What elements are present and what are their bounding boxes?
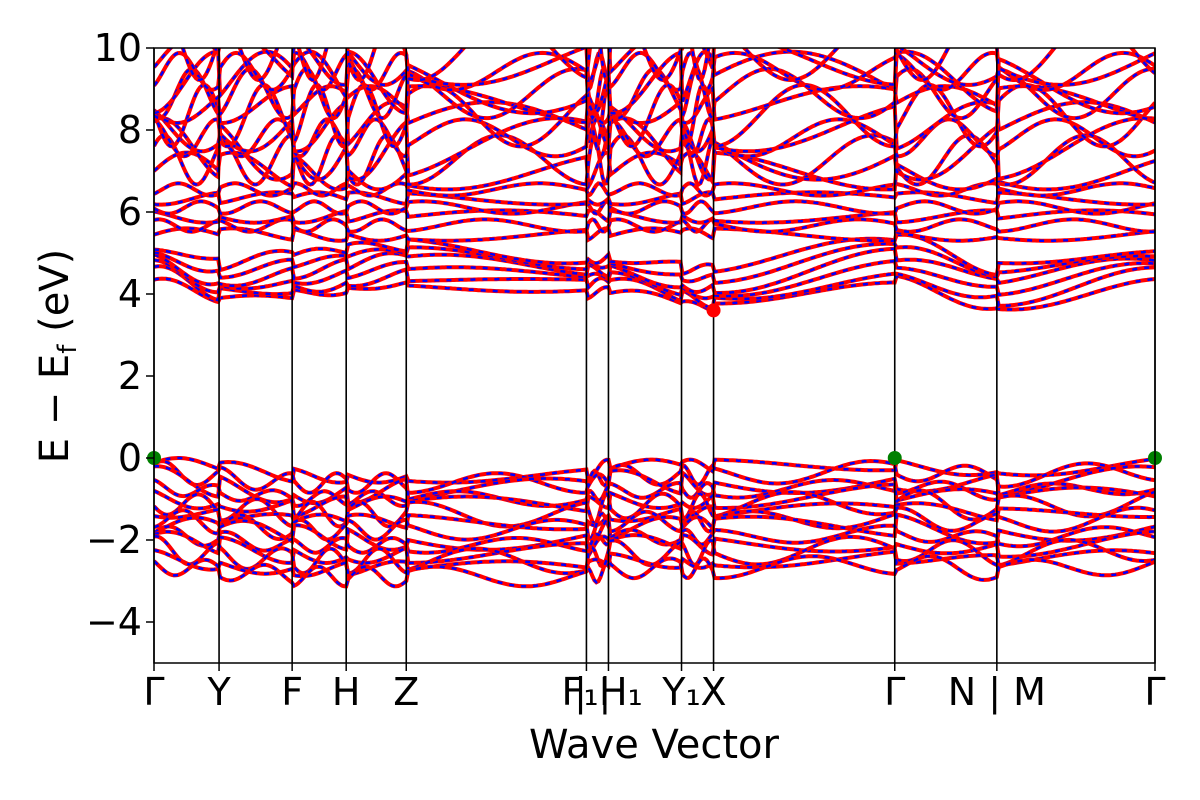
band-line — [154, 232, 1155, 278]
band-line-dashed — [154, 117, 1155, 158]
band-line-dashed — [154, 82, 1155, 149]
x-tick-label: N | M — [948, 670, 1046, 715]
band-line-dashed — [154, 274, 1155, 313]
cbm-marker — [706, 303, 721, 318]
x-tick-label: F — [281, 670, 303, 714]
band-lines — [154, 48, 1155, 589]
x-tick-label: Γ — [1144, 670, 1165, 714]
x-tick-label: Γ — [884, 670, 905, 714]
band-line-dashed — [154, 209, 1155, 224]
x-tick-label: Z — [393, 670, 419, 714]
band-line-dashed — [154, 478, 1155, 508]
x-tick-label: | H₁ — [574, 670, 643, 715]
band-line-dashed — [154, 200, 1155, 215]
x-axis-label: Wave Vector — [529, 722, 780, 768]
band-line-dashed — [154, 530, 1155, 565]
x-tick-label: Γ — [143, 670, 164, 714]
band-line-dashed — [154, 218, 1155, 233]
x-tick-label: X — [701, 670, 727, 714]
band-line — [154, 456, 1155, 486]
band-line-dashed — [154, 116, 1155, 181]
x-tick-label: Y — [206, 670, 231, 714]
band-edge-markers — [147, 303, 1162, 465]
band-line-dashed — [154, 554, 1155, 588]
band-line-dashed — [154, 247, 1155, 295]
band-line-dashed — [154, 191, 1155, 206]
x-tick-label: H — [332, 670, 361, 714]
band-line-dashed — [154, 535, 1155, 575]
band-line-dashed — [154, 524, 1155, 554]
band-line-dashed — [154, 48, 1155, 88]
y-tick-label: 2 — [118, 354, 142, 398]
band-line-dashed — [154, 258, 1155, 300]
y-axis: −4 −2 0 2 4 6 8 10 — [86, 26, 154, 644]
y-tick-label: 8 — [118, 108, 142, 152]
band-line — [180, 48, 1155, 86]
band-line-dashed — [154, 227, 1155, 242]
band-line-dashed — [154, 132, 1155, 187]
band-line-dashed — [154, 233, 1155, 277]
y-tick-label: 6 — [118, 190, 142, 234]
vbm-marker — [887, 451, 902, 465]
band-line-dashed — [154, 51, 1155, 94]
y-tick-label: 10 — [94, 26, 142, 70]
x-tick-label: Y₁ — [661, 670, 700, 714]
band-line-dashed — [154, 506, 1155, 541]
y-tick-label: 0 — [118, 436, 142, 480]
band-line — [154, 458, 1155, 495]
plot-frame — [153, 47, 1156, 664]
band-line-dashed — [154, 513, 1155, 552]
band-line-dashed — [154, 459, 1155, 495]
y-tick-label: 4 — [118, 272, 142, 316]
band-line-dashed — [154, 84, 1155, 125]
y-axis-label: E − Ef (eV) — [32, 249, 83, 464]
x-tick-label: F₁| — [561, 670, 611, 715]
y-tick-label: −4 — [86, 600, 142, 644]
y-tick-label: −2 — [86, 518, 142, 562]
